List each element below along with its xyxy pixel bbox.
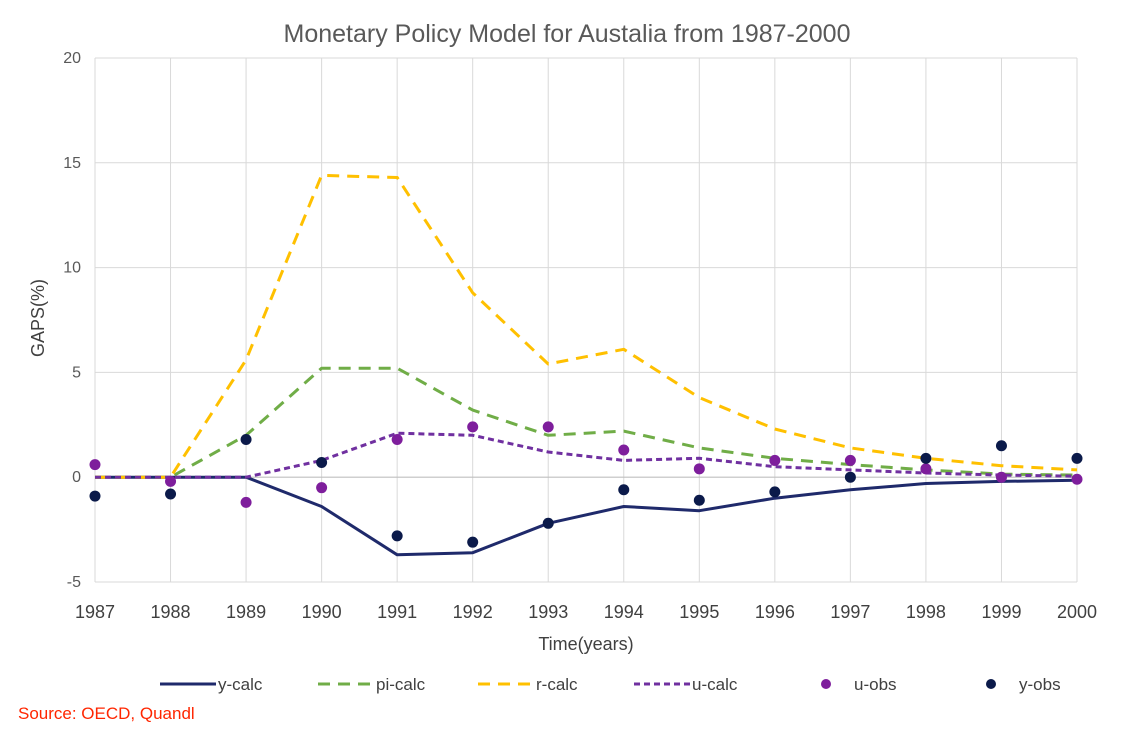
data-point-y-obs <box>391 530 403 542</box>
data-point-y-obs <box>240 433 252 445</box>
legend-label-y-obs: y-obs <box>1019 675 1061 694</box>
series-line-r-calc <box>95 173 1078 479</box>
series-layer <box>89 173 1083 557</box>
data-point-y-obs <box>542 517 554 529</box>
x-tick-label: 1995 <box>679 602 719 622</box>
x-tick-label: 2000 <box>1057 602 1097 622</box>
legend-label-u-calc: u-calc <box>692 675 738 694</box>
y-tick-label: 15 <box>63 155 81 172</box>
data-point-u-obs <box>995 471 1007 483</box>
y-tick-label: 20 <box>63 50 81 67</box>
x-tick-label: 1993 <box>528 602 568 622</box>
x-axis-label: Time(years) <box>538 634 633 654</box>
x-tick-label: 1996 <box>755 602 795 622</box>
data-point-u-obs <box>618 444 630 456</box>
legend-label-pi-calc: pi-calc <box>376 675 426 694</box>
data-point-y-obs <box>844 471 856 483</box>
y-tick-label: -5 <box>67 574 81 591</box>
x-tick-label: 1997 <box>830 602 870 622</box>
y-tick-label: 0 <box>72 469 81 486</box>
y-axis-label: GAPS(%) <box>28 279 48 357</box>
data-point-y-obs <box>165 488 177 500</box>
chart-title: Monetary Policy Model for Austalia from … <box>284 20 851 48</box>
data-point-y-obs <box>1071 452 1083 464</box>
data-point-y-obs <box>693 494 705 506</box>
data-point-y-obs <box>89 490 101 502</box>
data-point-u-obs <box>769 454 781 466</box>
data-point-y-obs <box>467 536 479 548</box>
axes: -5 0 5 10 15 20 1987 1988 1989 1990 1991 1992 1993 19… <box>63 50 1097 622</box>
data-point-u-obs <box>1071 473 1083 485</box>
data-point-u-obs <box>542 421 554 433</box>
x-tick-label: 1989 <box>226 602 266 622</box>
x-tick-label: 1991 <box>377 602 417 622</box>
data-point-u-obs <box>89 459 101 471</box>
data-point-u-obs <box>316 482 328 494</box>
x-tick-label: 1998 <box>906 602 946 622</box>
data-point-u-obs <box>165 475 177 487</box>
legend-label-r-calc: r-calc <box>536 675 578 694</box>
legend-marker-u-obs <box>821 679 831 689</box>
legend-label-u-obs: u-obs <box>854 675 897 694</box>
data-point-u-obs <box>693 463 705 475</box>
x-tick-label: 1987 <box>75 602 115 622</box>
x-tick-label: 1992 <box>453 602 493 622</box>
y-tick-label: 10 <box>63 260 81 277</box>
data-point-u-obs <box>467 421 479 433</box>
legend: y-calc pi-calc r-calc u-calc u-obs y-obs <box>160 675 1061 694</box>
data-point-y-obs <box>769 486 781 498</box>
legend-label-y-calc: y-calc <box>218 675 263 694</box>
x-tick-label: 1988 <box>151 602 191 622</box>
x-tick-label: 1999 <box>981 602 1021 622</box>
data-point-y-obs <box>920 452 932 464</box>
data-point-y-obs <box>618 484 630 496</box>
data-point-u-obs <box>844 454 856 466</box>
y-tick-label: 5 <box>72 364 81 381</box>
data-point-u-obs <box>391 433 403 445</box>
data-point-y-obs <box>316 457 328 469</box>
series-line-y-calc <box>95 475 1078 557</box>
data-point-y-obs <box>995 440 1007 452</box>
x-tick-label: 1994 <box>604 602 644 622</box>
data-point-u-obs <box>240 496 252 508</box>
chart-svg: Monetary Policy Model for Austalia from … <box>28 20 1097 694</box>
series-line-u-calc <box>95 431 1078 479</box>
x-tick-label: 1990 <box>302 602 342 622</box>
legend-marker-y-obs <box>986 679 996 689</box>
data-point-u-obs <box>920 463 932 475</box>
source-note: Source: OECD, Quandl <box>18 704 195 723</box>
series-line-pi-calc <box>95 366 1078 479</box>
